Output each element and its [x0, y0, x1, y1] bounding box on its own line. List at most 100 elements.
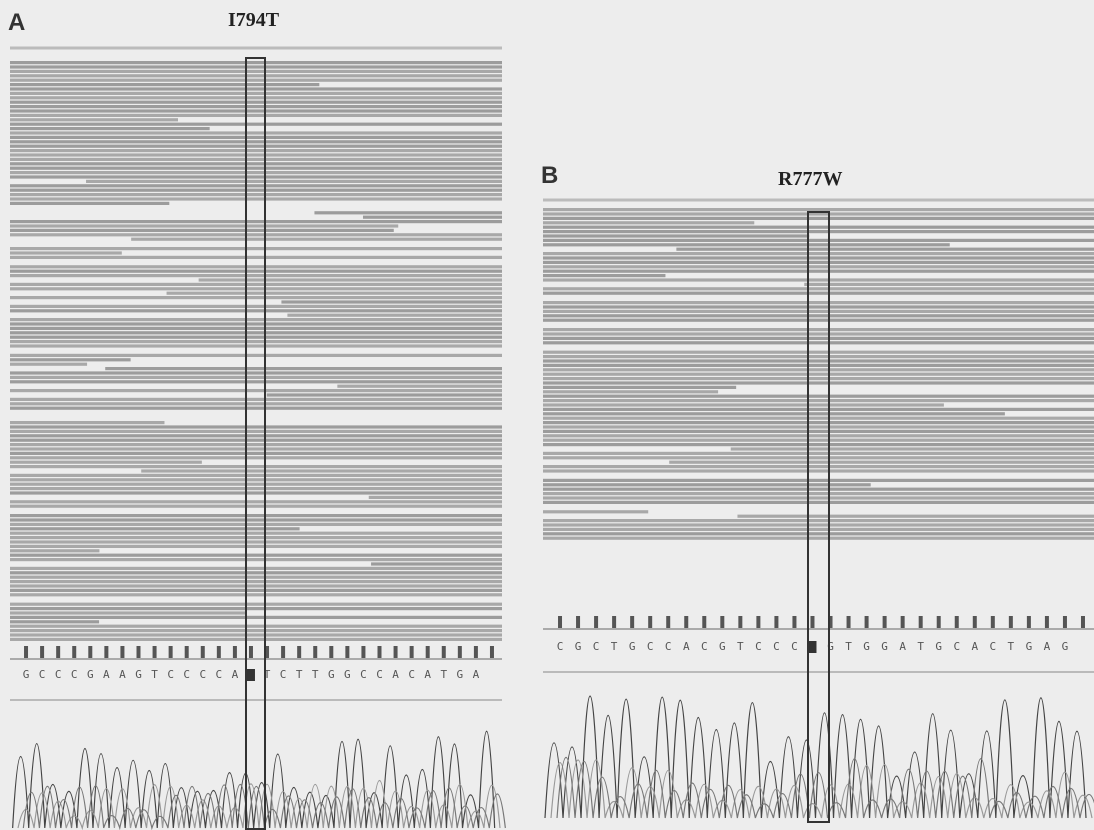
read — [10, 162, 502, 166]
read — [543, 443, 1094, 447]
read — [543, 412, 1005, 416]
highlight-box — [807, 211, 830, 823]
base-tick — [457, 646, 462, 658]
base-tick — [104, 646, 109, 658]
read — [10, 358, 131, 362]
read — [10, 553, 502, 557]
mutation-title: I794T — [228, 9, 280, 31]
read — [543, 390, 719, 394]
base: C — [990, 640, 997, 653]
base-tick — [936, 616, 941, 628]
read — [166, 291, 502, 295]
read — [543, 350, 1094, 354]
read — [10, 620, 100, 624]
base-tick — [200, 646, 205, 658]
read — [10, 456, 502, 460]
read — [10, 580, 502, 584]
read — [543, 287, 1094, 291]
read — [10, 531, 502, 535]
base-tick — [738, 616, 743, 628]
read — [10, 78, 502, 82]
read — [543, 425, 1094, 429]
read — [10, 224, 399, 228]
base-tick — [1062, 616, 1067, 628]
read — [10, 113, 502, 117]
read — [543, 230, 1094, 234]
read — [543, 500, 1094, 504]
base: C — [701, 640, 708, 653]
read — [10, 421, 165, 425]
read — [10, 304, 502, 308]
read — [10, 615, 502, 619]
read — [543, 496, 1094, 500]
read — [543, 318, 1094, 322]
read — [10, 122, 502, 126]
read — [10, 624, 502, 628]
read — [543, 478, 1094, 482]
read — [10, 540, 502, 544]
read — [10, 425, 502, 429]
read — [10, 397, 502, 401]
base: C — [55, 668, 62, 681]
base-tick — [1080, 616, 1085, 628]
base: C — [39, 668, 46, 681]
read — [10, 536, 502, 540]
read — [198, 278, 502, 282]
base-tick — [918, 616, 923, 628]
read — [10, 171, 502, 175]
base: T — [845, 640, 852, 653]
read — [543, 407, 1094, 411]
base-tick — [248, 646, 253, 658]
base-tick — [864, 616, 869, 628]
base: C — [647, 640, 654, 653]
read — [543, 510, 649, 514]
base: A — [103, 668, 110, 681]
read — [10, 61, 502, 65]
read — [10, 558, 502, 562]
base: C — [665, 640, 672, 653]
read — [10, 265, 502, 269]
read — [10, 447, 502, 451]
read — [10, 482, 502, 486]
read — [10, 140, 502, 144]
base-tick — [990, 616, 995, 628]
base-tick — [489, 646, 494, 658]
read — [10, 434, 502, 438]
base-tick — [972, 616, 977, 628]
read — [543, 265, 1094, 269]
read — [10, 406, 502, 410]
read — [10, 504, 502, 508]
read — [543, 363, 1094, 367]
base-tick — [120, 646, 125, 658]
read — [543, 385, 737, 389]
read — [371, 562, 502, 566]
read — [105, 367, 502, 371]
read — [543, 381, 1094, 385]
read — [10, 127, 210, 131]
variant-base — [246, 669, 255, 681]
read — [10, 193, 502, 197]
base: T — [264, 668, 271, 681]
read — [543, 421, 1094, 425]
base: C — [953, 640, 960, 653]
base-tick — [576, 616, 581, 628]
base: C — [755, 640, 762, 653]
base: G — [575, 640, 582, 653]
base: C — [408, 668, 415, 681]
base-tick — [630, 616, 635, 628]
read — [543, 368, 1094, 372]
read — [543, 492, 1094, 496]
base-tick — [40, 646, 45, 658]
read — [543, 234, 810, 238]
read — [543, 399, 1094, 403]
read — [10, 549, 100, 553]
trace — [17, 779, 501, 830]
read — [10, 602, 502, 606]
read — [543, 429, 1094, 433]
read — [543, 274, 666, 278]
read — [10, 331, 502, 335]
read — [543, 336, 1094, 340]
read — [10, 87, 502, 91]
read — [543, 451, 1094, 455]
base-tick — [774, 616, 779, 628]
